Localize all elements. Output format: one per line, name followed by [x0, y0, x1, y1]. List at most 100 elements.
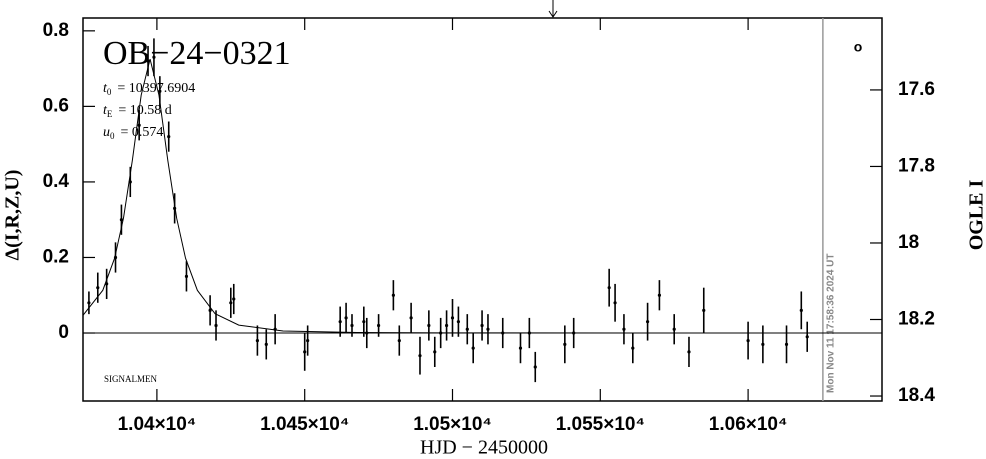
credit: SIGNALMEN — [104, 374, 157, 384]
x-tick-label: 1.05×10⁴ — [413, 414, 492, 435]
data-point — [805, 335, 809, 339]
data-point — [572, 331, 576, 335]
data-point — [645, 320, 650, 324]
data-point — [657, 293, 662, 297]
data-point — [128, 180, 132, 184]
arrow — [548, 0, 558, 18]
x-tick-label: 1.045×10⁴ — [260, 414, 349, 435]
data-point — [146, 59, 150, 63]
data-point — [746, 338, 750, 343]
data-point — [229, 301, 233, 305]
parameter-subscript: E — [107, 109, 113, 119]
parameter: t0 = 10397.6904 — [103, 81, 195, 97]
parameter: u0 = 0.574 — [103, 125, 163, 141]
y2-axis-label: OGLE I — [966, 179, 986, 250]
plot-frame — [82, 17, 883, 402]
data-point — [173, 206, 177, 210]
data-point — [456, 320, 461, 324]
parameter-value: = 10.58 d — [118, 103, 171, 118]
data-point — [391, 293, 395, 297]
data-point — [344, 316, 348, 320]
y2-tick-label: 18 — [898, 232, 919, 253]
parameter-value: = 0.574 — [121, 125, 164, 140]
data-point — [533, 365, 537, 369]
data-point — [105, 282, 109, 286]
parameter-symbol: t — [103, 103, 108, 118]
parameter-symbol: t — [103, 81, 108, 96]
date-label: Mon Nov 11 17:58:36 2024 UT — [826, 253, 837, 393]
data-point — [450, 316, 455, 320]
data-point — [799, 308, 803, 312]
data-point — [376, 323, 381, 328]
parameter-value: = 10397.6904 — [117, 81, 195, 96]
parameter-subscript: 0 — [107, 87, 112, 97]
data-point — [687, 350, 691, 354]
data-point — [264, 342, 268, 346]
y-tick-label: 0.8 — [43, 20, 69, 41]
data-point — [350, 323, 354, 328]
data-point — [418, 354, 422, 358]
data-point — [471, 346, 475, 350]
data-point — [486, 327, 490, 331]
y-tick-label: 0.2 — [43, 246, 69, 267]
data-point — [518, 346, 523, 350]
parameter-symbol: u — [103, 125, 110, 140]
data-point — [184, 274, 189, 278]
data-point — [702, 308, 706, 312]
y2-tick-label: 17.8 — [898, 155, 935, 176]
data-point — [214, 323, 218, 328]
model-curve — [82, 59, 883, 334]
data-point — [137, 123, 141, 127]
symbol-label: o — [854, 39, 863, 55]
data-point — [427, 323, 431, 328]
data-point — [672, 327, 676, 331]
data-point — [113, 255, 118, 260]
data-point — [480, 323, 484, 328]
data-point — [362, 320, 366, 324]
y-tick-label: 0 — [58, 322, 69, 343]
data-point — [87, 301, 91, 305]
data-point — [152, 55, 156, 59]
data-point — [119, 218, 124, 222]
data-point — [303, 350, 307, 354]
data-point — [622, 327, 626, 331]
data-point — [306, 338, 310, 343]
y-tick-label: 0.6 — [43, 95, 69, 116]
data-point — [409, 316, 413, 320]
data-point — [613, 301, 617, 305]
data-point — [232, 297, 236, 301]
data-point — [527, 331, 531, 335]
chart-title: OB−24−0321 — [103, 35, 291, 72]
data-point — [784, 342, 789, 346]
y2-tick-label: 18.4 — [898, 385, 935, 406]
data-point — [444, 323, 449, 328]
data-point — [167, 135, 171, 139]
data-point — [96, 286, 100, 290]
data-point — [273, 327, 277, 331]
data-point — [501, 331, 505, 335]
data-point — [465, 327, 469, 331]
parameter-subscript: 0 — [110, 131, 115, 141]
data-point — [433, 350, 437, 354]
data-point — [208, 308, 212, 312]
data-point — [365, 331, 369, 335]
data-point — [607, 286, 611, 290]
data-point — [439, 331, 443, 335]
data-point — [563, 342, 567, 346]
data-point — [158, 89, 162, 93]
x-tick-label: 1.06×10⁴ — [709, 414, 788, 435]
y2-tick-label: 17.6 — [898, 79, 935, 100]
x-tick-label: 1.04×10⁴ — [118, 414, 197, 435]
x-axis-label: HJD − 2450000 — [420, 437, 548, 459]
data-point — [255, 338, 260, 343]
data-point — [761, 342, 765, 346]
data-point — [338, 320, 342, 324]
x-tick-label: 1.055×10⁴ — [556, 414, 645, 435]
parameter: tE = 10.58 d — [103, 103, 172, 119]
y-tick-label: 0.4 — [43, 171, 70, 192]
data-point — [397, 338, 401, 343]
y2-tick-label: 18.2 — [898, 309, 935, 330]
y-axis-label: Δ(I,R,Z,U) — [2, 170, 24, 261]
